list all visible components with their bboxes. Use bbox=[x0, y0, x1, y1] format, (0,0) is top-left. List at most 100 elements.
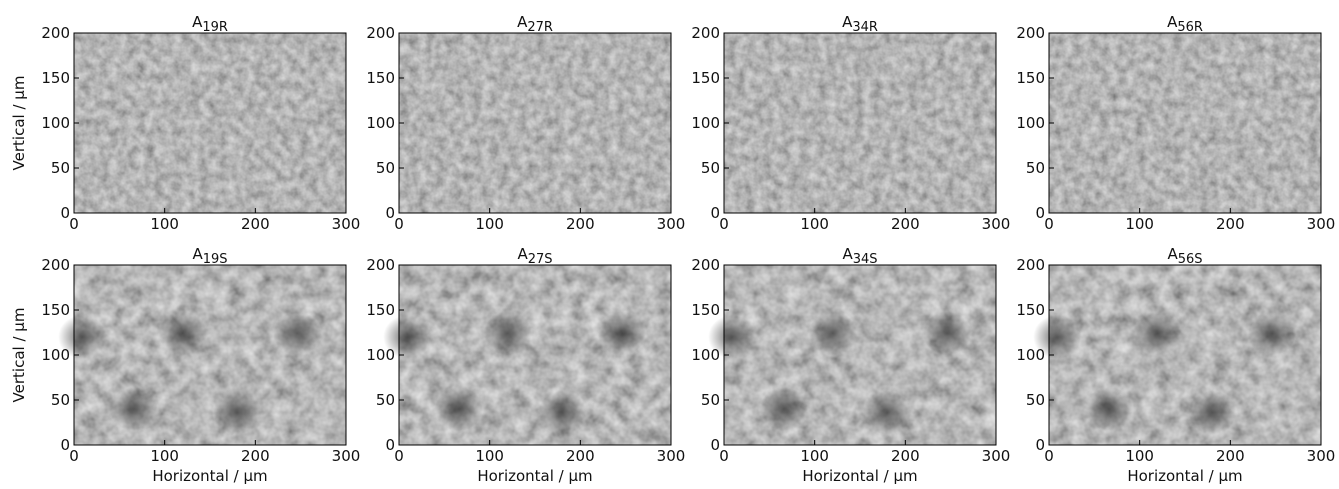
title-main: A bbox=[1167, 245, 1178, 263]
title-subscript: 19R bbox=[202, 20, 228, 35]
y-tick-label: 150 bbox=[366, 301, 395, 319]
y-tick-label: 0 bbox=[710, 204, 720, 222]
title-subscript: 56S bbox=[1178, 252, 1203, 267]
pore bbox=[1084, 387, 1133, 431]
title-main: A bbox=[842, 13, 853, 31]
y-axis-label: Vertical / µm bbox=[10, 76, 28, 171]
x-tick-label: 200 bbox=[241, 447, 270, 465]
y-tick-label: 150 bbox=[691, 69, 720, 87]
y-tick-label: 100 bbox=[691, 114, 720, 132]
pore bbox=[109, 387, 158, 431]
x-tick-label: 0 bbox=[394, 215, 404, 233]
pore bbox=[538, 390, 587, 435]
pore bbox=[1248, 311, 1297, 356]
y-tick-label: 100 bbox=[366, 114, 395, 132]
sem-image bbox=[74, 33, 346, 213]
y-tick-label: 0 bbox=[385, 436, 395, 454]
x-tick-label: 0 bbox=[69, 447, 79, 465]
panel-title: A19S bbox=[192, 245, 227, 267]
y-tick-label: 200 bbox=[366, 24, 395, 42]
title-subscript: 34R bbox=[852, 20, 878, 35]
x-tick-label: 300 bbox=[332, 215, 361, 233]
x-tick-label: 0 bbox=[1044, 447, 1054, 465]
y-tick-label: 50 bbox=[376, 391, 395, 409]
x-tick-label: 100 bbox=[1125, 215, 1154, 233]
x-tick-label: 300 bbox=[982, 215, 1011, 233]
pore bbox=[58, 315, 107, 359]
y-tick-label: 150 bbox=[366, 69, 395, 87]
y-tick-label: 200 bbox=[1016, 256, 1045, 274]
x-axis-label: Horizontal / µm bbox=[477, 467, 592, 485]
y-tick-label: 200 bbox=[691, 24, 720, 42]
x-tick-label: 0 bbox=[1044, 215, 1054, 233]
panel-title: A27S bbox=[517, 245, 552, 267]
x-tick-label: 0 bbox=[394, 447, 404, 465]
sem-image bbox=[724, 33, 996, 213]
x-tick-label: 300 bbox=[657, 215, 686, 233]
x-tick-label: 200 bbox=[891, 447, 920, 465]
x-tick-label: 200 bbox=[891, 215, 920, 233]
panel-title: A56R bbox=[1167, 13, 1203, 35]
y-tick-label: 50 bbox=[376, 159, 395, 177]
pore bbox=[1188, 390, 1237, 435]
y-tick-label: 50 bbox=[51, 159, 70, 177]
y-tick-label: 200 bbox=[366, 256, 395, 274]
pore bbox=[213, 390, 262, 435]
x-tick-label: 0 bbox=[719, 447, 729, 465]
y-tick-label: 50 bbox=[701, 159, 720, 177]
x-tick-label: 200 bbox=[1216, 447, 1245, 465]
x-tick-label: 300 bbox=[1307, 215, 1336, 233]
panel-title: A34S bbox=[842, 245, 877, 267]
pore bbox=[158, 311, 207, 356]
y-tick-label: 150 bbox=[1016, 69, 1045, 87]
title-main: A bbox=[517, 245, 528, 263]
pore bbox=[863, 390, 912, 435]
sem-image bbox=[399, 33, 671, 213]
x-tick-label: 200 bbox=[1216, 215, 1245, 233]
panel-title: A34R bbox=[842, 13, 878, 35]
pore bbox=[708, 315, 757, 359]
y-tick-label: 150 bbox=[41, 69, 70, 87]
x-tick-label: 300 bbox=[982, 447, 1011, 465]
y-tick-label: 100 bbox=[1016, 114, 1045, 132]
x-axis-label: Horizontal / µm bbox=[1127, 467, 1242, 485]
x-tick-label: 300 bbox=[657, 447, 686, 465]
title-main: A bbox=[192, 245, 203, 263]
y-tick-label: 0 bbox=[385, 204, 395, 222]
y-tick-label: 100 bbox=[691, 346, 720, 364]
x-tick-label: 100 bbox=[475, 215, 504, 233]
title-main: A bbox=[1167, 13, 1178, 31]
x-tick-label: 0 bbox=[719, 215, 729, 233]
x-tick-label: 200 bbox=[566, 215, 595, 233]
x-axis-label: Horizontal / µm bbox=[152, 467, 267, 485]
x-tick-label: 0 bbox=[69, 215, 79, 233]
x-tick-label: 200 bbox=[241, 215, 270, 233]
y-tick-label: 200 bbox=[1016, 24, 1045, 42]
y-tick-label: 100 bbox=[41, 114, 70, 132]
x-tick-label: 100 bbox=[1125, 447, 1154, 465]
pore bbox=[598, 311, 647, 356]
y-tick-label: 150 bbox=[691, 301, 720, 319]
y-tick-label: 100 bbox=[366, 346, 395, 364]
y-tick-label: 100 bbox=[41, 346, 70, 364]
title-subscript: 19S bbox=[203, 252, 228, 267]
y-tick-label: 0 bbox=[60, 436, 70, 454]
y-tick-label: 150 bbox=[1016, 301, 1045, 319]
x-tick-label: 100 bbox=[800, 447, 829, 465]
pore bbox=[1033, 315, 1082, 359]
sem-image bbox=[1049, 33, 1321, 213]
pore bbox=[923, 311, 972, 356]
x-axis-label: Horizontal / µm bbox=[802, 467, 917, 485]
y-tick-label: 50 bbox=[1026, 159, 1045, 177]
y-tick-label: 50 bbox=[701, 391, 720, 409]
title-subscript: 27R bbox=[527, 20, 553, 35]
x-tick-label: 100 bbox=[150, 215, 179, 233]
y-tick-label: 0 bbox=[60, 204, 70, 222]
title-subscript: 27S bbox=[528, 252, 553, 267]
y-tick-label: 200 bbox=[691, 256, 720, 274]
panel-title: A19R bbox=[192, 13, 228, 35]
title-main: A bbox=[192, 13, 203, 31]
y-tick-label: 150 bbox=[41, 301, 70, 319]
pore bbox=[383, 315, 432, 359]
